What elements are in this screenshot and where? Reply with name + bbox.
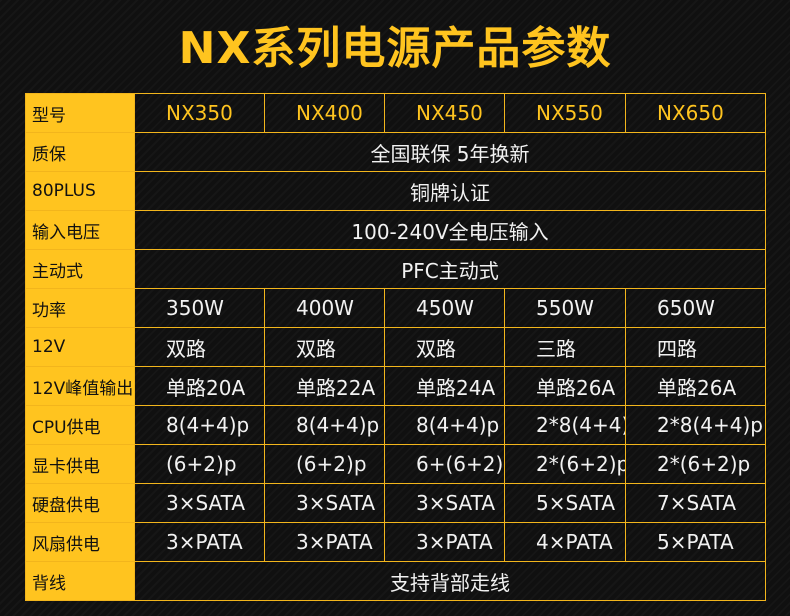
peak-cell: 单路24A (384, 366, 505, 406)
cpu-cell: 2*8(4+4)p (504, 405, 626, 445)
power-cell: 450W (384, 288, 505, 328)
row-pfc: 主动式 PFC主动式 (25, 249, 766, 289)
rails-cell: 双路 (134, 327, 265, 367)
model-cell: NX550 (504, 93, 626, 133)
cpu-cell: 8(4+4)p (264, 405, 385, 445)
peak-cell: 单路22A (264, 366, 385, 406)
input-voltage-value: 100-240V全电压输入 (134, 210, 766, 250)
row-label-fan: 风扇供电 (25, 522, 135, 562)
row-12v: 12V 双路 双路 双路 三路 四路 (25, 327, 766, 367)
row-warranty: 质保 全国联保 5年换新 (25, 132, 766, 172)
cable-value: 支持背部走线 (134, 561, 766, 601)
80plus-value: 铜牌认证 (134, 171, 766, 211)
row-cable: 背线 支持背部走线 (25, 561, 766, 601)
row-label-12v-peak: 12V峰值输出 (25, 366, 135, 406)
gpu-cell: 2*(6+2)p (504, 444, 626, 484)
cpu-cell: 8(4+4)p (384, 405, 505, 445)
sata-cell: 3×SATA (384, 483, 505, 523)
gpu-cell: 6+(6+2)p (384, 444, 505, 484)
rails-cell: 四路 (625, 327, 766, 367)
power-cell: 550W (504, 288, 626, 328)
fan-cell: 3×PATA (264, 522, 385, 562)
power-cell: 650W (625, 288, 766, 328)
gpu-cell: 2*(6+2)p (625, 444, 766, 484)
peak-cell: 单路26A (504, 366, 626, 406)
row-cpu-power: CPU供电 8(4+4)p 8(4+4)p 8(4+4)p 2*8(4+4)p … (25, 405, 766, 445)
power-cell: 350W (134, 288, 265, 328)
row-label-warranty: 质保 (25, 132, 135, 172)
pfc-value: PFC主动式 (134, 249, 766, 289)
row-input-voltage: 输入电压 100-240V全电压输入 (25, 210, 766, 250)
row-label-sata: 硬盘供电 (25, 483, 135, 523)
warranty-value: 全国联保 5年换新 (134, 132, 766, 172)
row-label-80plus: 80PLUS (25, 171, 135, 211)
sata-cell: 3×SATA (134, 483, 265, 523)
fan-cell: 5×PATA (625, 522, 766, 562)
row-gpu-power: 显卡供电 (6+2)p (6+2)p 6+(6+2)p 2*(6+2)p 2*(… (25, 444, 766, 484)
rails-cell: 双路 (384, 327, 505, 367)
row-label-cpu-power: CPU供电 (25, 405, 135, 445)
row-label-input-voltage: 输入电压 (25, 210, 135, 250)
fan-cell: 3×PATA (134, 522, 265, 562)
model-cell: NX450 (384, 93, 505, 133)
row-label-power: 功率 (25, 288, 135, 328)
row-sata: 硬盘供电 3×SATA 3×SATA 3×SATA 5×SATA 7×SATA (25, 483, 766, 523)
row-label-model: 型号 (25, 93, 135, 133)
rails-cell: 双路 (264, 327, 385, 367)
fan-cell: 3×PATA (384, 522, 505, 562)
spec-table: 型号 NX350 NX400 NX450 NX550 NX650 质保 全国联保… (25, 93, 766, 601)
model-cell: NX400 (264, 93, 385, 133)
row-model: 型号 NX350 NX400 NX450 NX550 NX650 (25, 93, 766, 133)
model-cell: NX350 (134, 93, 265, 133)
sata-cell: 3×SATA (264, 483, 385, 523)
row-80plus: 80PLUS 铜牌认证 (25, 171, 766, 211)
row-label-gpu-power: 显卡供电 (25, 444, 135, 484)
rails-cell: 三路 (504, 327, 626, 367)
gpu-cell: (6+2)p (264, 444, 385, 484)
page-title: NX系列电源产品参数 (178, 23, 612, 74)
row-12v-peak: 12V峰值输出 单路20A 单路22A 单路24A 单路26A 单路26A (25, 366, 766, 406)
row-label-12v: 12V (25, 327, 135, 367)
sata-cell: 5×SATA (504, 483, 626, 523)
fan-cell: 4×PATA (504, 522, 626, 562)
power-cell: 400W (264, 288, 385, 328)
model-cell: NX650 (625, 93, 766, 133)
row-fan: 风扇供电 3×PATA 3×PATA 3×PATA 4×PATA 5×PATA (25, 522, 766, 562)
cpu-cell: 2*8(4+4)p (625, 405, 766, 445)
peak-cell: 单路20A (134, 366, 265, 406)
peak-cell: 单路26A (625, 366, 766, 406)
row-label-cable: 背线 (25, 561, 135, 601)
sata-cell: 7×SATA (625, 483, 766, 523)
cpu-cell: 8(4+4)p (134, 405, 265, 445)
gpu-cell: (6+2)p (134, 444, 265, 484)
row-label-pfc: 主动式 (25, 249, 135, 289)
row-power: 功率 350W 400W 450W 550W 650W (25, 288, 766, 328)
